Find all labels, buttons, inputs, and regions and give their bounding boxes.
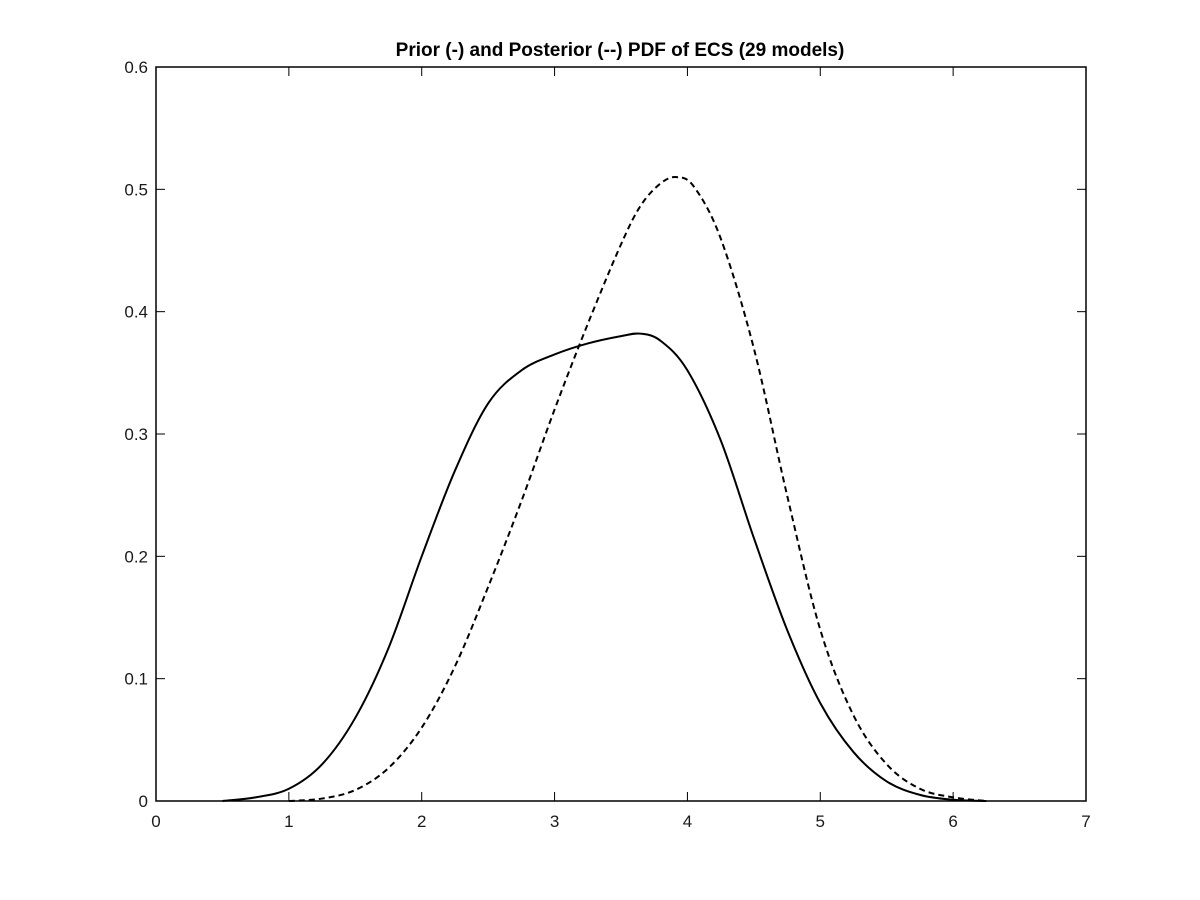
y-tick-label: 0.2 <box>124 547 148 566</box>
y-axis: 0 0.1 0.2 0.3 0.4 0.5 0.6 <box>124 58 1086 811</box>
y-tick-label: 0 <box>139 792 148 811</box>
y-tick-label: 0.5 <box>124 180 148 199</box>
x-tick-label: 4 <box>683 812 692 831</box>
y-tick-label: 0.4 <box>124 303 148 322</box>
y-tick-label: 0.3 <box>124 425 148 444</box>
x-tick-label: 7 <box>1081 812 1090 831</box>
plot-area: 0 1 2 3 4 5 6 7 0 0.1 0.2 0.3 0.4 0.5 0.6 <box>124 58 1090 831</box>
x-tick-label: 1 <box>284 812 293 831</box>
x-tick-label: 6 <box>948 812 957 831</box>
y-tick-label: 0.1 <box>124 670 148 689</box>
chart-title: Prior (-) and Posterior (--) PDF of ECS … <box>396 40 845 61</box>
series-layer <box>222 175 987 802</box>
x-tick-label: 3 <box>550 812 559 831</box>
x-tick-label: 5 <box>816 812 825 831</box>
x-tick-label: 2 <box>417 812 426 831</box>
x-tick-label: 0 <box>151 812 160 831</box>
posterior-pdf-line <box>288 175 987 802</box>
prior-pdf-line <box>222 332 987 802</box>
x-axis: 0 1 2 3 4 5 6 7 <box>151 67 1091 831</box>
y-tick-label: 0.6 <box>124 58 148 77</box>
